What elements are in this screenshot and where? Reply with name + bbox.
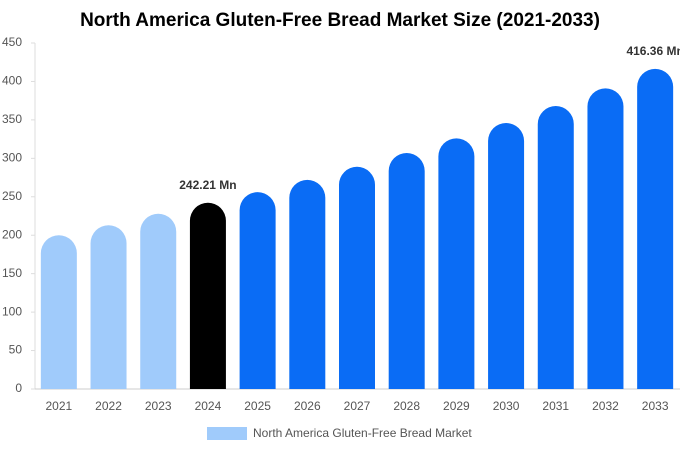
x-tick-label: 2033 — [642, 399, 669, 413]
y-tick-label: 400 — [2, 74, 22, 88]
bar — [388, 152, 425, 389]
y-tick-label: 100 — [2, 304, 22, 318]
legend-label: North America Gluten-Free Bread Market — [253, 426, 472, 440]
y-tick-label: 0 — [15, 381, 22, 395]
y-tick-label: 300 — [2, 151, 22, 165]
bar — [40, 235, 77, 389]
y-tick-label: 50 — [9, 343, 23, 357]
bar — [239, 192, 276, 389]
x-tick-label: 2032 — [592, 399, 619, 413]
y-tick-label: 250 — [2, 189, 22, 203]
bar — [488, 122, 525, 389]
bar — [289, 179, 326, 389]
bar — [90, 225, 127, 389]
data-label: 242.21 Mn — [179, 178, 236, 192]
y-tick-label: 150 — [2, 266, 22, 280]
bar — [537, 106, 574, 389]
data-label: 416.36 Mn — [626, 44, 680, 58]
x-tick-label: 2027 — [344, 399, 371, 413]
chart-title: North America Gluten-Free Bread Market S… — [80, 10, 600, 31]
bar — [637, 68, 674, 390]
bar — [189, 202, 226, 389]
x-tick-label: 2026 — [294, 399, 321, 413]
x-tick-label: 2028 — [393, 399, 420, 413]
x-tick-label: 2023 — [145, 399, 172, 413]
y-tick-label: 450 — [2, 35, 22, 49]
bar — [438, 138, 475, 389]
x-tick-label: 2022 — [95, 399, 122, 413]
x-tick-label: 2021 — [45, 399, 72, 413]
x-tick-label: 2030 — [493, 399, 520, 413]
legend-swatch — [207, 427, 247, 440]
x-tick-label: 2031 — [542, 399, 569, 413]
x-tick-label: 2029 — [443, 399, 470, 413]
x-tick-label: 2025 — [244, 399, 271, 413]
x-tick-label: 2024 — [195, 399, 222, 413]
bar — [587, 88, 624, 389]
y-tick-label: 200 — [2, 227, 22, 241]
bar — [140, 213, 177, 389]
y-tick-label: 350 — [2, 112, 22, 126]
bar — [339, 166, 375, 389]
